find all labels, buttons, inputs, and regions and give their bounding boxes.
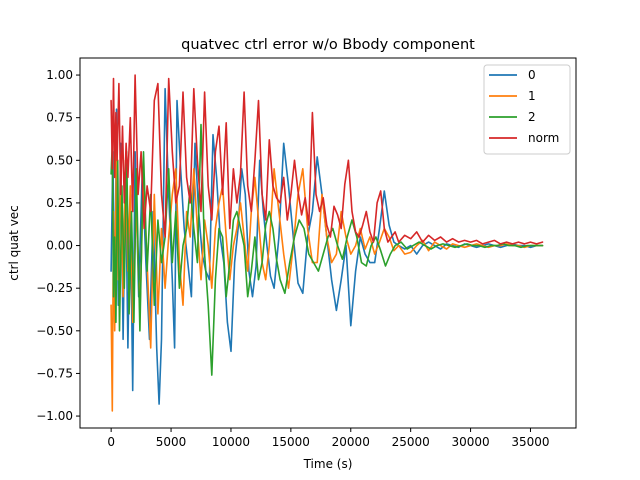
x-tick-label: 10000 (212, 435, 250, 449)
y-axis: −1.00 −0.75 −0.50 −0.25 0.00 0.25 0.50 0.75 1.00 (36, 68, 80, 423)
plot-frame (79, 57, 577, 429)
x-tick-label: 30000 (451, 435, 489, 449)
legend-label-1: 1 (528, 89, 536, 103)
series-layer (110, 74, 544, 412)
x-tick-label: 0 (107, 435, 115, 449)
legend-label-norm: norm (528, 131, 559, 145)
chart-title: quatvec ctrl error w/o Bbody component (181, 37, 475, 53)
legend: 0 1 2 norm (483, 64, 571, 155)
x-tick-label: 35000 (511, 435, 549, 449)
x-axis: 0 5000 10000 15000 20000 25000 30000 35000 (107, 428, 550, 449)
legend-label-2: 2 (528, 110, 536, 124)
legend-box (483, 64, 571, 155)
x-tick-label: 25000 (392, 435, 430, 449)
legend-label-0: 0 (528, 68, 536, 82)
y-tick-label: 0.75 (46, 111, 73, 125)
y-tick-label: 0.00 (46, 239, 73, 253)
y-axis-label: ctrl quat vec (7, 205, 21, 281)
y-tick-label: −0.25 (36, 281, 73, 295)
y-tick-label: −0.75 (36, 366, 73, 380)
series-line-0 (110, 87, 544, 405)
y-tick-label: −1.00 (36, 409, 73, 423)
y-tick-label: 0.50 (46, 153, 73, 167)
x-axis-label: Time (s) (303, 457, 353, 471)
x-tick-label: 20000 (332, 435, 370, 449)
x-tick-label: 15000 (272, 435, 310, 449)
y-tick-label: 0.25 (46, 196, 73, 210)
x-tick-label: 5000 (156, 435, 187, 449)
series-line-norm (110, 74, 544, 245)
y-tick-label: 1.00 (46, 68, 73, 82)
y-tick-label: −0.50 (36, 324, 73, 338)
